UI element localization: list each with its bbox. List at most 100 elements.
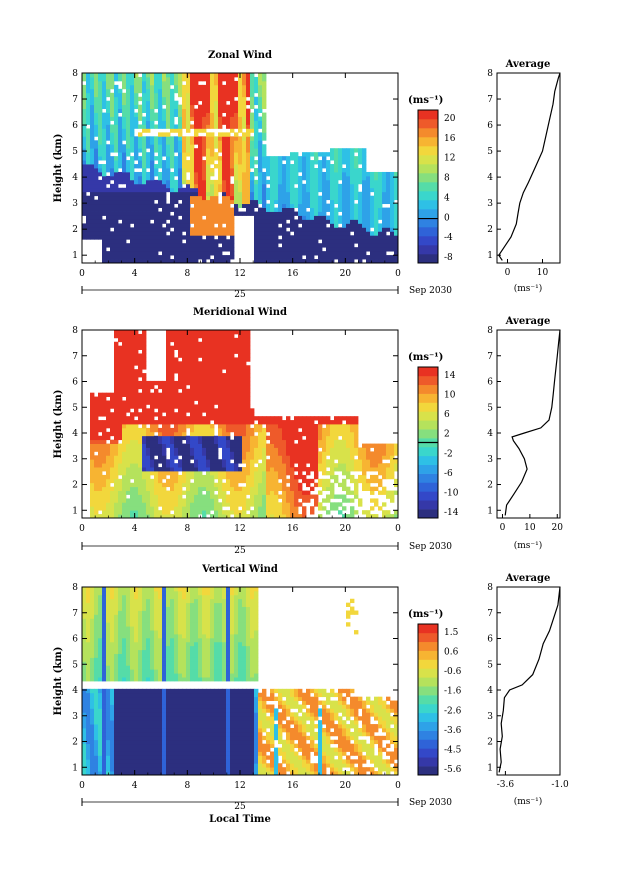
heatmap-cell [90,120,95,125]
heatmap-cell [150,447,155,452]
heatmap-cell [154,203,159,208]
heatmap-cell [206,392,211,397]
heatmap-cell [134,92,139,98]
heatmap-cell [194,112,199,117]
heatmap-cell [198,219,203,224]
heatmap-cell [234,148,239,153]
heatmap-cell [90,160,95,165]
heatmap-cell [90,435,95,441]
heatmap-cell [134,431,139,437]
heatmap-cell [122,195,127,201]
heatmap-cell [246,152,251,157]
heatmap-cell [258,420,263,425]
heatmap-cell [190,88,195,94]
heatmap-cell [278,482,283,488]
heatmap-cell [246,108,251,113]
heatmap-cell [206,73,211,78]
heatmap-cell [118,144,123,149]
heatmap-cell [258,140,263,145]
heatmap-cell [202,247,207,252]
heatmap-cell [278,506,283,511]
heatmap-cell [190,84,195,90]
heatmap-cell [174,467,179,472]
heatmap-cell [338,168,343,173]
heatmap-cell [282,183,287,189]
heatmap-cell [198,345,203,350]
heatmap-cell [294,424,299,429]
heatmap-cell [226,160,231,165]
heatmap-cell [294,259,299,263]
heatmap-cell [126,459,131,464]
heatmap-cell [130,498,135,503]
heatmap-cell [122,207,127,212]
heatmap-cell [182,474,187,480]
heatmap-cell [342,168,347,173]
heatmap-cell [174,164,179,169]
heatmap-cell [150,191,155,197]
heatmap-cell [166,187,171,193]
heatmap-cell [234,112,239,117]
heatmap-cell [94,459,99,464]
heatmap-cell [114,171,119,177]
heatmap-cell [190,494,195,499]
heatmap-cell [206,156,211,161]
heatmap-cell [246,199,251,205]
heatmap-cell [134,88,139,94]
heatmap-cell [102,128,107,133]
heatmap-cell [258,514,263,518]
heatmap-cell [218,148,223,153]
heatmap-cell [162,431,167,437]
heatmap-cell [198,144,203,149]
heatmap-cell [318,506,323,511]
heatmap-cell [202,73,207,78]
heatmap-cell [294,514,299,518]
heatmap-cell [250,84,255,90]
heatmap-cell [250,175,255,181]
heatmap-cell [94,396,99,401]
heatmap-cell [282,231,287,236]
heatmap-cell [126,171,131,177]
heatmap-cell [286,455,291,460]
heatmap-cell [142,80,147,86]
heatmap-cell [350,207,355,212]
heatmap-cell [122,357,127,362]
heatmap-cell [186,207,191,212]
heatmap-cell [218,132,223,137]
heatmap-cell [178,239,183,244]
heatmap-cell [178,120,183,125]
heatmap-cell [234,447,239,452]
heatmap-cell [98,467,103,472]
heatmap-cell [198,183,203,189]
heatmap-cell [158,183,163,189]
heatmap-cell [114,471,119,476]
heatmap-cell [134,486,139,491]
heatmap-cell [290,490,295,495]
heatmap-cell [318,482,323,488]
heatmap-cell [274,227,279,232]
heatmap-cell [142,486,147,491]
heatmap-cell [158,73,163,78]
heatmap-cell [254,443,259,448]
heatmap-cell [286,223,291,228]
heatmap-cell [122,92,127,98]
heatmap-cell [206,478,211,484]
heatmap-cell [166,482,171,488]
heatmap-cell [318,223,323,228]
heatmap-cell [98,235,103,240]
heatmap-cell [314,175,319,181]
heatmap-cell [394,243,398,248]
heatmap-cell [86,171,91,177]
heatmap-cell [286,171,291,177]
heatmap-cell [182,447,187,452]
heatmap-cell [350,239,355,244]
heatmap-cell [186,494,191,499]
heatmap-cell [194,96,199,102]
heatmap-cell [154,112,159,117]
heatmap-cell [278,199,283,205]
heatmap-cell [242,92,247,98]
heatmap-cell [170,148,175,153]
heatmap-cell [274,175,279,181]
heatmap-cell [310,199,315,205]
heatmap-cell [162,175,167,181]
heatmap-cell [202,341,207,347]
